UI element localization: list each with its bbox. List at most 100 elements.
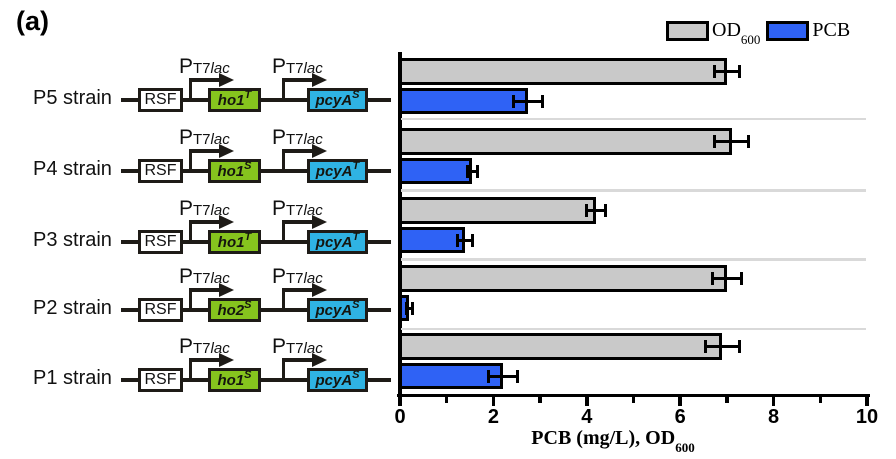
promoter-arm: [188, 288, 222, 292]
error-cap-left-pcb-p4: [465, 164, 469, 178]
promoter-arrow-icon: [218, 215, 234, 229]
promoter-riser: [281, 149, 285, 172]
promoter-arm: [281, 220, 315, 224]
bar-od600-p1: [399, 333, 723, 360]
error-bar-pcb-p4: [467, 169, 478, 173]
promoter-label: PT7lac: [272, 55, 323, 78]
error-cap-left-pcb-p1: [486, 369, 490, 383]
promoter-riser: [281, 288, 285, 311]
error-bar-pcb-p2: [407, 306, 412, 310]
gene-box-ho1: ho1S: [208, 368, 261, 392]
error-cap-right-od600-p5: [737, 65, 741, 78]
x-axis-major-tick: [865, 397, 869, 406]
promoter-arrow-icon: [218, 73, 234, 87]
error-bar-pcb-p1: [488, 374, 517, 378]
x-axis-line: [397, 393, 870, 397]
error-bar-od600-p5: [715, 70, 739, 73]
x-axis-tick-label: 0: [394, 406, 406, 428]
strain-row-p5: P5 strain RSF PT7lac ho1T PT7lac pcyAS: [33, 38, 395, 130]
error-bar-pcb-p5: [514, 99, 543, 103]
error-bar-pcb-p3: [458, 238, 473, 242]
promoter-riser: [281, 220, 285, 243]
error-bar-od600-p4: [715, 140, 748, 143]
gene-box-pcyA: pcyAS: [307, 298, 368, 322]
promoter-label: PT7lac: [179, 126, 230, 149]
group-separator-line: [401, 327, 866, 330]
legend-swatch-pcb: [766, 20, 810, 41]
error-cap-right-pcb-p4: [476, 164, 480, 178]
strain-label: P5 strain: [33, 87, 112, 109]
error-cap-right-pcb-p5: [541, 94, 545, 108]
group-separator-line: [401, 117, 866, 120]
x-axis-major-tick: [771, 397, 776, 406]
bar-od600-p3: [399, 197, 597, 224]
promoter-arrow-icon: [218, 353, 234, 367]
strain-row-p2: P2 strain RSF PT7lac ho2S PT7lac pcyAS: [33, 248, 395, 340]
group-separator-line: [401, 189, 866, 192]
x-axis-tick-label: 6: [674, 406, 686, 428]
error-bar-od600-p3: [586, 209, 606, 212]
error-cap-left-pcb-p5: [512, 94, 516, 108]
group-separator-line: [401, 258, 866, 261]
promoter-arrow-icon: [311, 215, 327, 229]
error-cap-right-od600-p2: [739, 272, 743, 285]
rsf-origin-box: RSF: [138, 368, 183, 392]
x-axis-minor-tick: [725, 397, 729, 403]
y-axis-line: [398, 52, 402, 397]
gene-box-pcyA: pcyAS: [307, 88, 368, 112]
promoter-label: PT7lac: [179, 55, 230, 78]
error-cap-right-od600-p1: [737, 340, 741, 353]
bar-pcb-p5: [399, 88, 529, 114]
promoter-arm: [188, 78, 222, 82]
promoter-riser: [188, 149, 192, 172]
x-axis-tick-label: 8: [768, 406, 780, 428]
strain-row-p1: P1 strain RSF PT7lac ho1S PT7lac pcyAS: [33, 318, 395, 410]
promoter-arrow-icon: [218, 144, 234, 158]
strain-label: P1 strain: [33, 367, 112, 389]
promoter-arm: [281, 149, 315, 153]
rsf-origin-box: RSF: [138, 159, 183, 183]
gene-box-pcyA: pcyAS: [307, 368, 368, 392]
promoter-arrow-icon: [311, 144, 327, 158]
error-cap-left-od600-p3: [584, 204, 588, 217]
promoter-arm: [281, 288, 315, 292]
gene-box-ho2: ho2S: [208, 298, 261, 322]
promoter-arm: [281, 78, 315, 82]
promoter-arm: [188, 149, 222, 153]
x-axis-minor-tick: [538, 397, 542, 403]
x-axis-tick-label: 2: [487, 406, 499, 428]
chart-legend: OD600 PCB: [666, 19, 856, 46]
x-axis-tick-label: 4: [581, 406, 593, 428]
bar-od600-p4: [399, 128, 732, 155]
rsf-origin-box: RSF: [138, 88, 183, 112]
x-axis-minor-tick: [631, 397, 636, 403]
gene-box-pcyA: pcyAT: [307, 159, 368, 183]
error-bar-od600-p2: [712, 277, 741, 280]
promoter-arrow-icon: [218, 283, 234, 297]
promoter-label: PT7lac: [272, 335, 323, 358]
error-cap-left-od600-p2: [710, 272, 714, 285]
promoter-riser: [281, 358, 285, 381]
error-cap-left-od600-p5: [713, 65, 717, 78]
strain-label: P4 strain: [33, 158, 112, 180]
gene-box-ho1: ho1T: [208, 88, 261, 112]
bar-pcb-p1: [399, 363, 503, 389]
legend-swatch-od600: [666, 20, 709, 41]
strain-row-p4: P4 strain RSF PT7lac ho1S PT7lac pcyAT: [33, 109, 395, 201]
error-cap-left-od600-p1: [703, 340, 707, 353]
promoter-label: PT7lac: [179, 197, 230, 220]
error-cap-right-pcb-p2: [410, 301, 414, 315]
error-cap-left-pcb-p2: [405, 301, 408, 315]
x-axis-minor-tick: [444, 397, 449, 403]
promoter-riser: [188, 358, 192, 381]
error-cap-left-od600-p4: [713, 135, 717, 148]
x-axis-major-tick: [678, 397, 682, 406]
x-axis-major-tick: [585, 397, 589, 406]
x-axis-tick-label: 10: [855, 406, 879, 428]
x-axis-title: PCB (mg/L), OD600: [531, 427, 695, 455]
promoter-arrow-icon: [311, 73, 327, 87]
error-cap-right-od600-p4: [746, 135, 750, 148]
error-cap-right-od600-p3: [604, 204, 608, 217]
rsf-origin-box: RSF: [138, 230, 183, 254]
